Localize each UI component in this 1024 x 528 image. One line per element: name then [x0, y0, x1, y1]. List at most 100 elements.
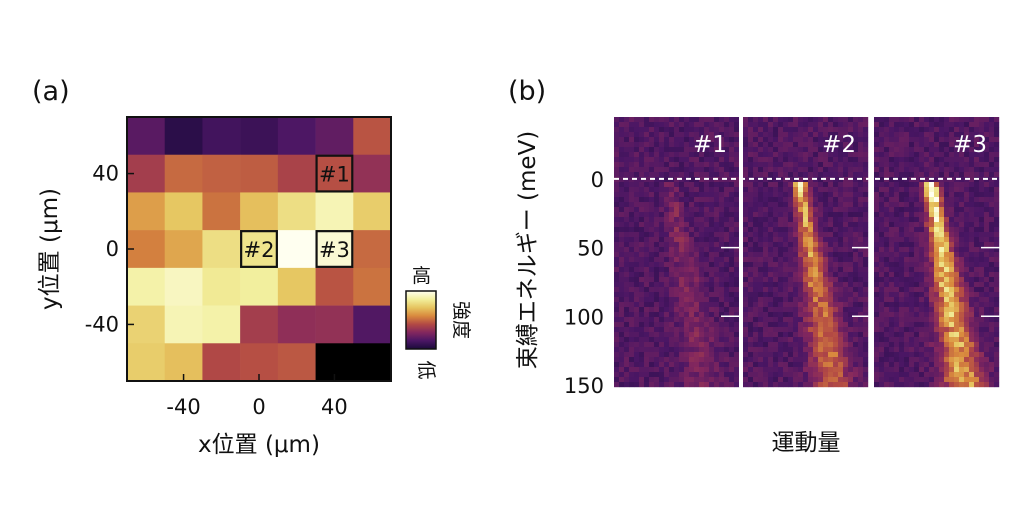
spectrum-pixel [614, 127, 620, 133]
spectrum-pixel [689, 252, 695, 258]
spectrum-pixel [639, 282, 645, 288]
spectrum-pixel [699, 272, 705, 278]
spectrum-pixel [619, 162, 625, 168]
spectrum-pixel [989, 382, 995, 388]
spectrum-pixel [818, 242, 824, 248]
spectrum-pixel [964, 262, 970, 268]
spectrum-pixel [838, 332, 844, 338]
spectrum-pixel [894, 222, 900, 228]
spectrum-pixel [704, 142, 710, 148]
spectrum-pixel [853, 147, 859, 153]
spectrum-pixel [674, 317, 680, 323]
spectrum-pixel [763, 307, 769, 313]
spectrum-pixel [874, 202, 880, 208]
spectrum-pixel [763, 192, 769, 198]
spectrum-pixel [929, 277, 935, 283]
spectrum-pixel [684, 207, 690, 213]
spectrum-pixel [828, 352, 834, 358]
spectrum-pixel [889, 382, 895, 388]
spectrum-pixel [783, 362, 789, 368]
spectrum-pixel [979, 297, 985, 303]
spectrum-pixel [689, 312, 695, 318]
spectrum-pixel [914, 377, 920, 383]
spectrum-pixel [664, 257, 670, 263]
spectrum-pixel [969, 122, 975, 128]
spectrum-pixel [813, 267, 819, 273]
spectrum-pixel [939, 332, 945, 338]
spectrum-pixel [884, 242, 890, 248]
spectrum-pixel [763, 222, 769, 228]
spectrum-pixel [629, 162, 635, 168]
spectrum-pixel [709, 237, 715, 243]
spectrum-pixel [899, 227, 905, 233]
spectrum-pixel [679, 217, 685, 223]
spectrum-pixel [934, 302, 940, 308]
spectrum-pixel [833, 372, 839, 378]
spectrum-pixel [934, 307, 940, 313]
spectrum-pixel [669, 202, 675, 208]
spectrum-pixel [748, 232, 754, 238]
spectrum-pixel [709, 222, 715, 228]
spectrum-pixel [808, 207, 814, 213]
spectrum-pixel [833, 287, 839, 293]
spectrum-pixel [984, 277, 990, 283]
spectrum-pixel [828, 207, 834, 213]
spectrum-pixel [949, 252, 955, 258]
spectrum-pixel [813, 147, 819, 153]
spectrum-pixel [788, 182, 794, 188]
spectrum-pixel [614, 167, 620, 173]
spectrum-pixel [894, 277, 900, 283]
heatmap-cell [240, 192, 279, 231]
spectrum-pixel [753, 257, 759, 263]
spectrum-pixel [959, 322, 965, 328]
spectrum-pixel [798, 202, 804, 208]
spectrum-pixel [798, 327, 804, 333]
spectrum-pixel [889, 302, 895, 308]
spectrum-pixel [919, 282, 925, 288]
spectrum-pixel [808, 232, 814, 238]
spectrum-pixel [649, 312, 655, 318]
spectrum-pixel [989, 122, 995, 128]
spectrum-pixel [994, 282, 1000, 288]
spectrum-pixel [763, 122, 769, 128]
spectrum-pixel [763, 212, 769, 218]
spectrum-pixel [694, 257, 700, 263]
spectrum-pixel [679, 232, 685, 238]
spectrum-pixel [709, 117, 715, 123]
spectrum-pixel [924, 287, 930, 293]
spectrum-pixel [709, 177, 715, 183]
heatmap-cell [127, 117, 166, 156]
spectrum-pixel [959, 317, 965, 323]
spectrum-pixel [768, 237, 774, 243]
spectrum-pixel [734, 157, 740, 163]
spectrum-pixel [763, 182, 769, 188]
spectrum-pixel [874, 282, 880, 288]
spectrum-pixel [709, 192, 715, 198]
spectrum-pixel [694, 362, 700, 368]
spectrum-pixel [624, 147, 630, 153]
spectrum-pixel [899, 312, 905, 318]
spectrum-pixel [974, 217, 980, 223]
spectrum-pixel [634, 162, 640, 168]
spectrum-pixel [778, 367, 784, 373]
spectrum-pixel [894, 142, 900, 148]
spectrum-pixel [699, 217, 705, 223]
spectrum-pixel [773, 277, 779, 283]
spectrum-pixel [909, 237, 915, 243]
heatmap-a-ylabel: y位置 (μm) [37, 188, 63, 310]
spectrum-pixel [619, 277, 625, 283]
spectrum-pixel [919, 187, 925, 193]
spectrum-pixel [679, 302, 685, 308]
spectrum-pixel [858, 122, 864, 128]
spectrum-pixel [823, 277, 829, 283]
spectrum-pixel [659, 127, 665, 133]
spectrum-pixel [619, 237, 625, 243]
spectrum-pixel [664, 237, 670, 243]
spectrum-pixel [833, 187, 839, 193]
spectrum-pixel [853, 232, 859, 238]
spectrum-pixel [964, 227, 970, 233]
spectrum-pixel [748, 187, 754, 193]
spectrum-pixel [634, 327, 640, 333]
spectrum-pixel [719, 187, 725, 193]
spectrum-pixel [879, 247, 885, 253]
